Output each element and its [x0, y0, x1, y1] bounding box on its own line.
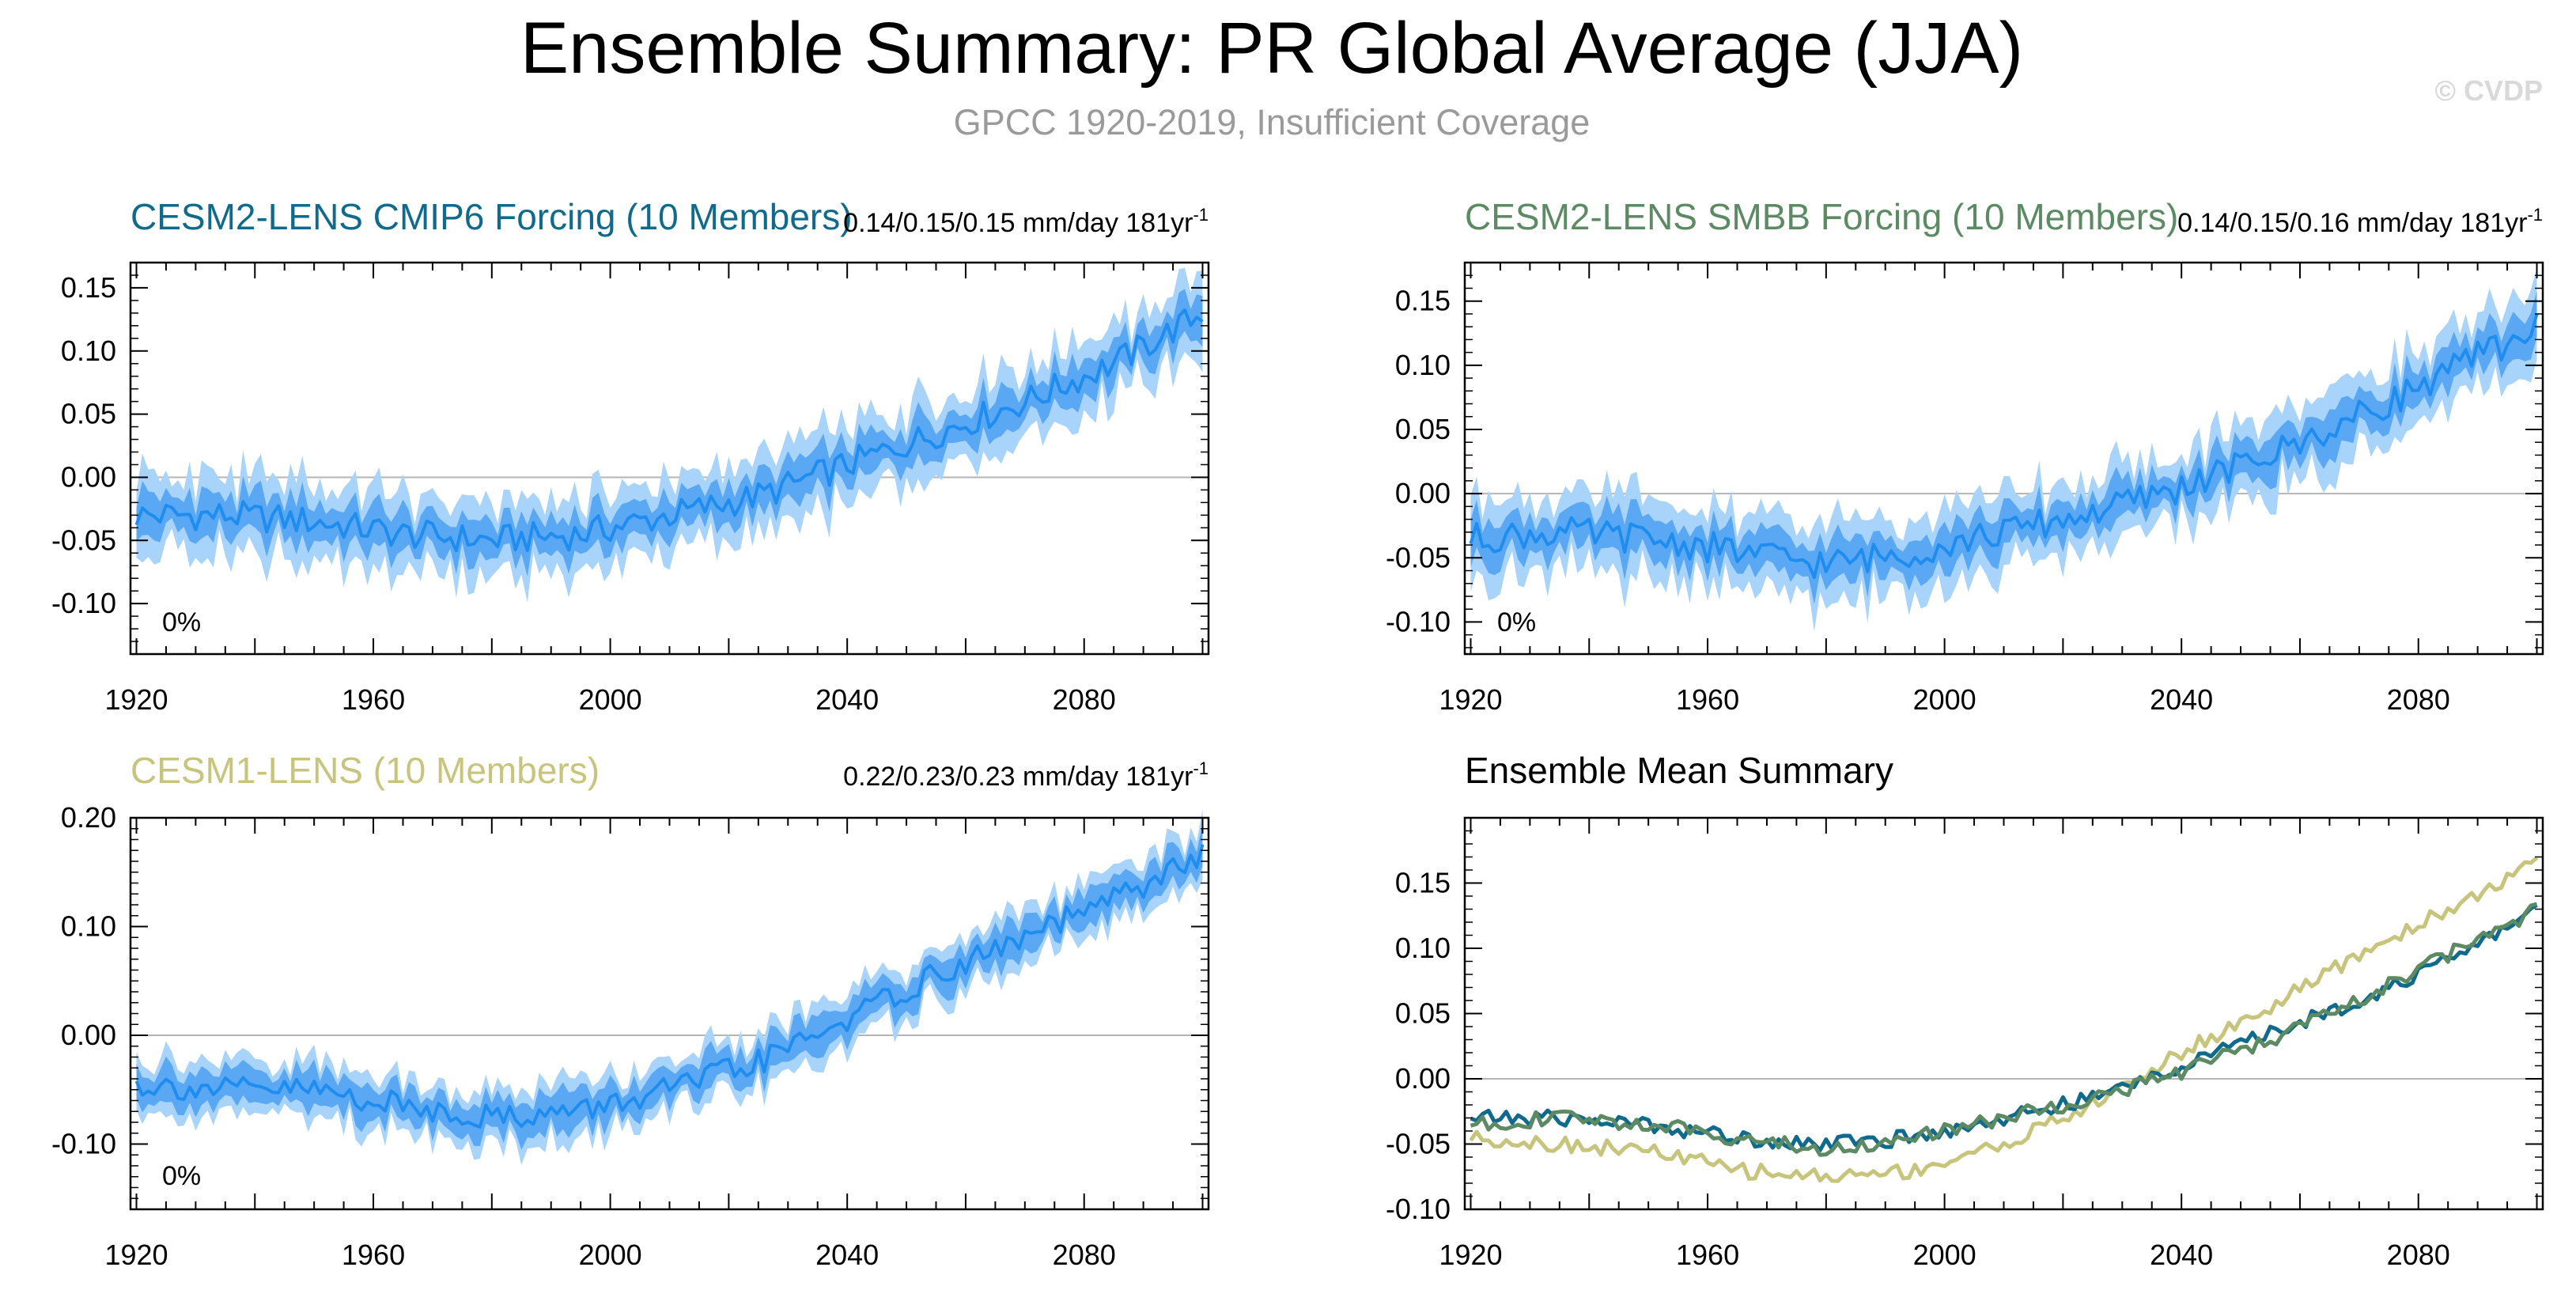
x-tick-label: 2000 [579, 683, 642, 716]
figure-subtitle: GPCC 1920-2019, Insufficient Coverage [954, 102, 1591, 142]
y-tick-label: 0.15 [61, 271, 116, 304]
y-tick-label: 0.10 [61, 335, 116, 367]
spread-band-inner [136, 823, 1203, 1150]
stats-sup-smbb: -1 [2527, 205, 2543, 225]
y-tick-label: 0.20 [61, 801, 116, 834]
y-tick-label: -0.05 [51, 524, 116, 556]
y-tick-label: -0.05 [1386, 1128, 1451, 1160]
x-tick-label: 1960 [342, 1239, 405, 1271]
series-line-cesm2-lens-smbb-forcing [1470, 902, 2538, 1157]
series-line-ensemble-mean [134, 308, 1204, 553]
coverage-label-lens1: 0% [162, 1161, 201, 1191]
x-tick-label: 1920 [1439, 683, 1502, 716]
panel-summary: Ensemble Mean Summary 1920 1960 2000 2040 20… [1386, 750, 2544, 1271]
coverage-label-cmip6: 0% [162, 607, 201, 637]
plot-smbb: 1920 1960 2000 2040 2080 0.15 0.10 0.05 0.00 -0.0… [1386, 261, 2544, 716]
series-line-ensemble-mean [134, 844, 1205, 1129]
panel-title-summary: Ensemble Mean Summary [1465, 750, 1893, 791]
series-line-ensemble-mean [1469, 313, 2539, 580]
x-tick-label: 2080 [2387, 683, 2450, 716]
panel-smbb: CESM2-LENS SMBB Forcing (10 Members) 0.1… [1386, 196, 2544, 716]
x-tick-label: 2040 [2150, 1239, 2213, 1271]
stats-sup-lens1: -1 [1193, 758, 1209, 778]
y-tick-label: 0.05 [61, 398, 116, 430]
y-tick-label: 0.05 [1395, 413, 1451, 445]
y-tick-label: -0.10 [1386, 605, 1451, 637]
panel-lens1: CESM1-LENS (10 Members) 0.22/0.23/0.23 m… [51, 750, 1210, 1271]
plot-lens1: 1920 1960 2000 2040 2080 0.20 0.10 0.00 -0.10 [51, 801, 1210, 1271]
x-tick-label: 1960 [342, 683, 405, 716]
panel-stats-smbb: 0.14/0.15/0.16 mm/day 181yr-1 [2177, 205, 2543, 238]
plot-summary: 1920 1960 2000 2040 2080 0.15 0.10 0.05 0.00 -0.0… [1386, 816, 2544, 1271]
y-tick-label: 0.10 [61, 910, 116, 943]
y-tick-label: -0.10 [51, 587, 116, 619]
y-tick-label: 0.00 [1395, 1062, 1451, 1095]
series-line-cesm1-lens [1469, 856, 2539, 1183]
spread-band-outer [1470, 267, 2537, 632]
x-tick-label: 2080 [1053, 683, 1116, 716]
spread-band-inner [1470, 290, 2537, 605]
panel-title-lens1: CESM1-LENS (10 Members) [131, 750, 600, 791]
plot-frame [1463, 816, 2544, 1211]
y-tick-label: 0.00 [61, 1019, 116, 1051]
y-tick-label: 0.10 [1395, 932, 1451, 964]
spread-band-outer [136, 808, 1203, 1166]
x-tick-label: 2040 [2150, 683, 2213, 716]
y-tick-label: -0.10 [1386, 1193, 1451, 1225]
x-tick-label: 2080 [2387, 1239, 2450, 1271]
x-tick-label: 2000 [1913, 683, 1976, 716]
figure-title: Ensemble Summary: PR Global Average (JJA… [520, 8, 2023, 89]
x-tick-label: 2080 [1053, 1239, 1116, 1271]
panel-stats-cmip6: 0.14/0.15/0.15 mm/day 181yr-1 [843, 205, 1209, 238]
x-tick-label: 1920 [104, 683, 168, 716]
panel-stats-lens1: 0.22/0.23/0.23 mm/day 181yr-1 [843, 758, 1209, 792]
y-tick-label: -0.05 [1386, 541, 1451, 573]
stats-sup-cmip6: -1 [1193, 205, 1209, 225]
y-tick-label: 0.00 [1395, 477, 1451, 509]
x-tick-label: 2000 [579, 1239, 642, 1271]
x-tick-label: 1960 [1676, 1239, 1739, 1271]
plot-frame [129, 261, 1210, 656]
stats-value-cmip6: 0.14/0.15/0.15 mm/day 181yr [843, 208, 1193, 238]
x-tick-label: 1920 [1439, 1239, 1502, 1271]
panel-title-smbb: CESM2-LENS SMBB Forcing (10 Members) [1465, 196, 2178, 237]
y-tick-label: 0.15 [1395, 867, 1451, 899]
panel-title-cmip6: CESM2-LENS CMIP6 Forcing (10 Members) [131, 196, 853, 237]
stats-value-lens1: 0.22/0.23/0.23 mm/day 181yr [843, 762, 1193, 792]
spread-band-inner [136, 289, 1203, 577]
panel-cmip6: CESM2-LENS CMIP6 Forcing (10 Members) 0.… [51, 196, 1210, 716]
x-tick-label: 1920 [104, 1239, 168, 1271]
x-tick-label: 2040 [815, 1239, 879, 1271]
x-tick-label: 2000 [1913, 1239, 1976, 1271]
x-tick-label: 2040 [815, 683, 879, 716]
plot-cmip6: 1920 1960 2000 2040 2080 0.15 0.10 0.05 0.00 -0.0… [51, 261, 1210, 716]
watermark: © CVDP [2434, 74, 2543, 107]
y-tick-label: 0.05 [1395, 997, 1451, 1030]
y-tick-label: -0.10 [51, 1128, 116, 1160]
plot-frame [129, 816, 1210, 1211]
x-tick-label: 1960 [1676, 683, 1739, 716]
series-line-cesm2-lens-cmip6-forcing [1470, 903, 2538, 1152]
y-tick-label: 0.10 [1395, 349, 1451, 381]
y-tick-label: 0.15 [1395, 285, 1451, 317]
coverage-label-smbb: 0% [1497, 607, 1536, 637]
stats-value-smbb: 0.14/0.15/0.16 mm/day 181yr [2177, 208, 2527, 238]
y-tick-label: 0.00 [61, 460, 116, 493]
